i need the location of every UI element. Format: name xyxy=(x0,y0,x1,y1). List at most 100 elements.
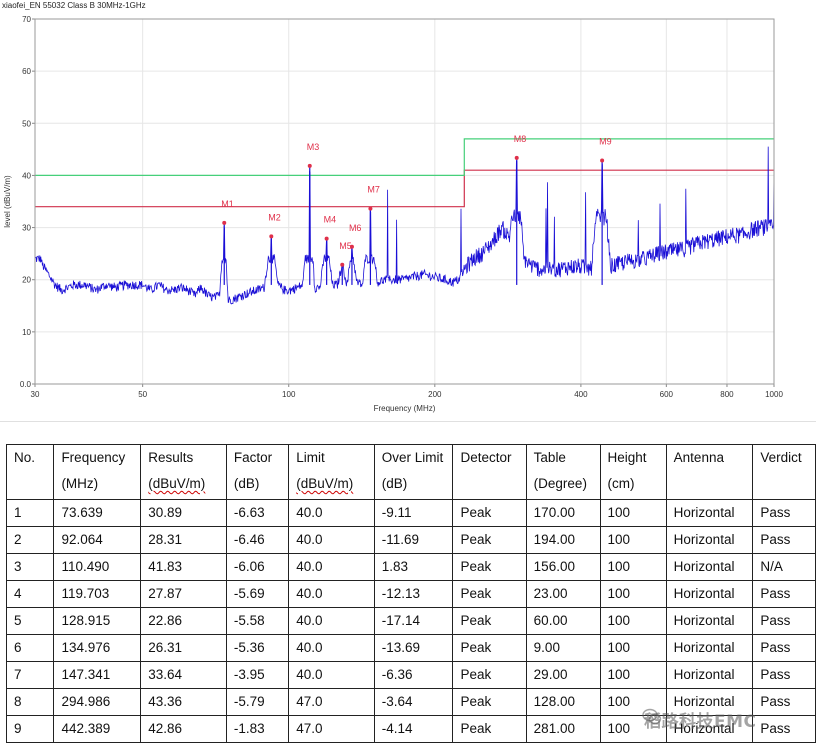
table-cell: 40.0 xyxy=(288,634,375,662)
table-cell: -1.83 xyxy=(225,715,290,743)
table-cell: -3.64 xyxy=(373,688,454,716)
plot-frame xyxy=(34,18,775,385)
table-cell: 4 xyxy=(5,580,55,608)
table-cell: 100 xyxy=(599,580,667,608)
column-header-title: Verdict xyxy=(760,450,802,465)
table-cell: 128.915 xyxy=(53,607,142,635)
chart-grid xyxy=(32,18,775,387)
table-cell: 110.490 xyxy=(53,553,142,581)
table-cell: 22.86 xyxy=(140,607,227,635)
table-cell: 2 xyxy=(5,526,55,554)
table-cell: -5.79 xyxy=(225,688,290,716)
table-cell: 47.0 xyxy=(288,688,375,716)
table-cell: 294.986 xyxy=(53,688,142,716)
marker-label-m8: M8 xyxy=(514,134,527,144)
x-axis-label: Frequency (MHz) xyxy=(374,404,436,413)
y-tick-label: 10 xyxy=(22,328,31,337)
table-row: 2 92.064 28.31 -6.46 40.0 -11.69 Peak 194.00 100… xyxy=(5,526,816,554)
table-cell: Peak xyxy=(452,553,527,581)
table-cell: Peak xyxy=(452,580,527,608)
table-cell: 40.0 xyxy=(288,526,375,554)
chart-tick-labels: 0.0 10 20 30 40 50 60 70 30 50 100 200 400 600 800 1000 xyxy=(20,15,784,399)
marker-label-m5: M5 xyxy=(339,241,352,251)
table-cell: 9 xyxy=(5,715,55,743)
column-header-title: Results xyxy=(148,450,194,465)
table-cell: Horizontal xyxy=(665,499,754,527)
marker-m4 xyxy=(324,236,329,241)
column-header: Factor (dB) xyxy=(225,444,290,500)
table-cell: Horizontal xyxy=(665,553,754,581)
table-cell: Peak xyxy=(452,607,527,635)
table-cell: Horizontal xyxy=(665,715,754,743)
column-header-title: Antenna xyxy=(673,450,724,465)
table-cell: 73.639 xyxy=(53,499,142,527)
table-cell: -17.14 xyxy=(373,607,454,635)
table-cell: -9.11 xyxy=(373,499,454,527)
table-cell: 33.64 xyxy=(140,661,227,689)
table-cell: 40.0 xyxy=(288,553,375,581)
y-tick-label: 50 xyxy=(22,119,31,128)
table-cell: Horizontal xyxy=(665,634,754,662)
x-tick-label: 600 xyxy=(660,390,674,399)
emission-trace xyxy=(34,146,775,305)
table-cell: -4.14 xyxy=(373,715,454,743)
column-header-unit: (dBuV/m) xyxy=(296,476,354,491)
table-cell: -5.58 xyxy=(225,607,290,635)
table-cell: 170.00 xyxy=(525,499,601,527)
limit-lines xyxy=(35,138,774,208)
table-cell: 92.064 xyxy=(53,526,142,554)
table-cell: Horizontal xyxy=(665,580,754,608)
emission-chart: 0.0 10 20 30 40 50 60 70 30 50 100 200 400 600 800 1000… xyxy=(3,15,784,413)
table-cell: 119.703 xyxy=(53,580,142,608)
table-cell: 1 xyxy=(5,499,55,527)
emission-trace-line xyxy=(34,146,775,305)
column-header-title: Frequency xyxy=(61,450,126,465)
marker-label-m7: M7 xyxy=(367,185,380,195)
marker-label-m9: M9 xyxy=(599,137,612,147)
column-header-title: Factor xyxy=(233,450,273,465)
table-cell: 194.00 xyxy=(525,526,601,554)
marker-label-m4: M4 xyxy=(324,215,337,225)
column-header-title: Height xyxy=(607,450,647,465)
marker-m6 xyxy=(349,244,354,249)
table-cell: -6.06 xyxy=(225,553,290,581)
column-header: No. xyxy=(5,444,55,500)
table-cell: 40.0 xyxy=(288,580,375,608)
column-header-unit: (dB) xyxy=(233,476,260,491)
table-cell: 134.976 xyxy=(53,634,142,662)
column-header-unit: (Degree) xyxy=(533,476,587,491)
table-cell: 100 xyxy=(599,634,667,662)
y-tick-label: 20 xyxy=(22,276,31,285)
table-cell: 6 xyxy=(5,634,55,662)
column-header-title: Table xyxy=(533,450,566,465)
table-cell: 41.83 xyxy=(140,553,227,581)
table-cell: 100 xyxy=(599,499,667,527)
watermark-text: 稻路科技EMC xyxy=(644,712,757,732)
x-tick-label: 1000 xyxy=(765,390,783,399)
results-table-container: No. Frequency (MHz) Results (dBuV/m) Factor (d… xyxy=(5,444,816,743)
table-cell: 100 xyxy=(599,526,667,554)
table-cell: Pass xyxy=(752,715,816,743)
marker-m2 xyxy=(269,234,274,239)
table-cell: 100 xyxy=(599,661,667,689)
table-cell: 281.00 xyxy=(525,715,601,743)
column-header-unit: (MHz) xyxy=(61,476,99,491)
x-tick-label: 50 xyxy=(138,390,147,399)
column-header-title: Detector xyxy=(460,450,512,465)
y-tick-label: 30 xyxy=(22,224,31,233)
column-header-title: Over Limit xyxy=(381,450,444,465)
y-tick-label: 40 xyxy=(22,171,31,180)
marker-m3 xyxy=(307,163,312,168)
table-cell: -6.46 xyxy=(225,526,290,554)
table-cell: Pass xyxy=(752,661,816,689)
table-cell: 5 xyxy=(5,607,55,635)
table-cell: 40.0 xyxy=(288,607,375,635)
table-cell: 43.36 xyxy=(140,688,227,716)
table-cell: Horizontal xyxy=(665,661,754,689)
table-cell: 100 xyxy=(599,553,667,581)
marker-label-m1: M1 xyxy=(221,199,234,209)
table-cell: 30.89 xyxy=(140,499,227,527)
marker-m1 xyxy=(222,220,227,225)
table-cell: -6.63 xyxy=(225,499,290,527)
wechat-icon xyxy=(642,708,662,725)
